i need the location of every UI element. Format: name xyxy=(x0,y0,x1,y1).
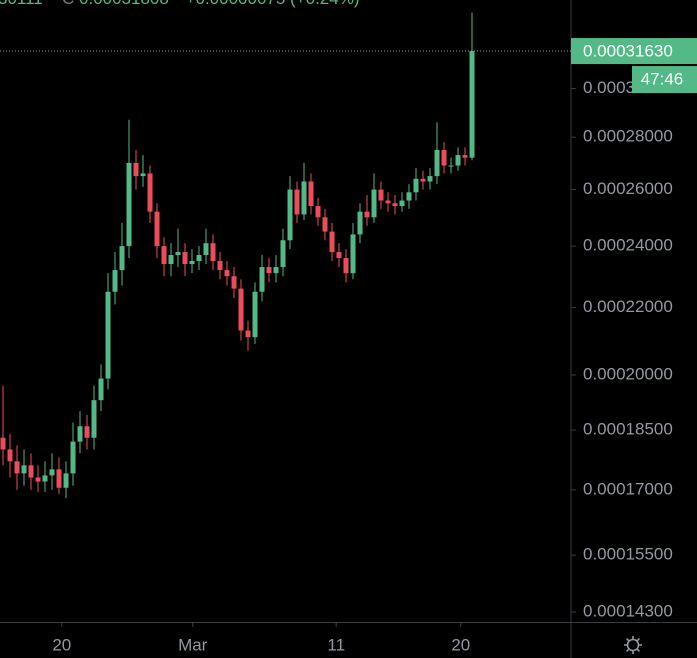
candle-body xyxy=(308,181,314,207)
candle-body xyxy=(189,261,195,265)
candle-body xyxy=(168,255,174,265)
candle-body xyxy=(70,441,76,474)
y-tick-label: 0.00018500 xyxy=(583,420,673,439)
candle-body xyxy=(273,267,279,274)
ohlc-legend: 30111 C 0.00031808 +0.00000075 (+0.24%) xyxy=(0,0,360,8)
candle-body xyxy=(329,231,335,253)
candle-body xyxy=(126,162,132,247)
candle-body xyxy=(203,243,209,256)
candle-body xyxy=(196,255,202,262)
candle-body xyxy=(7,449,13,462)
candle-body xyxy=(413,178,419,193)
candle-body xyxy=(119,246,125,271)
x-tick-label: 20 xyxy=(52,635,71,654)
plot-area xyxy=(0,12,475,499)
candle-body xyxy=(154,211,160,247)
y-tick-label: 0.00014300 xyxy=(583,602,673,621)
candle-body xyxy=(147,173,153,212)
last-price-label: 0.00031630 xyxy=(583,42,673,61)
y-tick-label: 0.00015500 xyxy=(583,545,673,564)
candle-body xyxy=(77,426,83,442)
candle-body xyxy=(84,426,90,438)
candle-body xyxy=(91,400,97,438)
candle-body xyxy=(441,149,447,166)
candle-body xyxy=(427,176,433,182)
candle-body xyxy=(462,155,468,158)
legend-value: 0.00031808 xyxy=(79,0,169,8)
candle-body xyxy=(245,330,251,338)
candle-body xyxy=(105,291,111,379)
candle-body xyxy=(294,189,300,215)
candle-body xyxy=(315,206,321,218)
candle-body xyxy=(322,217,328,232)
candle-body xyxy=(259,267,265,292)
candle-body xyxy=(364,211,370,218)
y-tick-label: 0.00028000 xyxy=(583,127,673,146)
candle-body xyxy=(301,181,307,215)
candle-body xyxy=(35,477,41,482)
candle-body xyxy=(287,189,293,241)
candle-body xyxy=(98,378,104,401)
gear-ring xyxy=(626,638,640,652)
candle-body xyxy=(210,243,216,262)
x-tick-label: 11 xyxy=(327,635,345,654)
y-tick-label: 0.00024000 xyxy=(583,236,673,255)
candle-body xyxy=(357,211,363,235)
candle-body xyxy=(385,200,391,204)
legend-value: 30111 xyxy=(0,0,43,8)
last-price-badge xyxy=(571,38,697,65)
settings-icon[interactable] xyxy=(624,636,642,654)
candle-body xyxy=(392,203,398,207)
candle-body xyxy=(133,162,139,177)
candle-body xyxy=(49,469,55,476)
candle-body xyxy=(231,276,237,289)
candle-body xyxy=(350,234,356,274)
candle-body xyxy=(238,288,244,331)
y-tick-label: 0.00022000 xyxy=(583,297,673,316)
candle-body xyxy=(469,51,475,158)
candle-body xyxy=(28,465,34,478)
candle-body xyxy=(217,261,223,271)
legend-change: +0.00000075 (+0.24%) xyxy=(186,0,360,8)
y-tick-label: 0.00026000 xyxy=(583,179,673,198)
candle-body xyxy=(63,473,69,488)
candle-body xyxy=(140,173,146,177)
candle-body xyxy=(378,189,384,201)
candle-body xyxy=(343,258,349,274)
candle-body xyxy=(42,475,48,482)
countdown-badge xyxy=(632,66,697,94)
candle-body xyxy=(175,252,181,256)
candle-body xyxy=(112,270,118,292)
candle-body xyxy=(448,165,454,167)
candle-body xyxy=(336,252,342,259)
candle-body xyxy=(161,246,167,265)
y-tick-label: 0.00020000 xyxy=(583,364,673,383)
countdown-label: 47:46 xyxy=(641,70,684,89)
candle-body xyxy=(56,469,62,488)
x-tick-label: Mar xyxy=(178,635,208,654)
candle-body xyxy=(182,252,188,265)
gear-teeth xyxy=(624,636,642,654)
candle-body xyxy=(420,178,426,182)
candle-body xyxy=(224,270,230,277)
candle-body xyxy=(0,437,6,450)
candle-body xyxy=(406,192,412,201)
x-tick-label: 20 xyxy=(451,635,470,654)
candle-body xyxy=(455,155,461,166)
candle-body xyxy=(21,465,27,474)
candle-body xyxy=(252,291,258,338)
candle-body xyxy=(14,461,20,474)
candle-body xyxy=(399,200,405,207)
legend-key: C xyxy=(62,0,74,8)
candle-body xyxy=(434,149,440,177)
candle-body xyxy=(266,267,272,274)
candle-body xyxy=(280,240,286,268)
y-tick-label: 0.00017000 xyxy=(583,479,673,498)
candle-body xyxy=(371,189,377,218)
